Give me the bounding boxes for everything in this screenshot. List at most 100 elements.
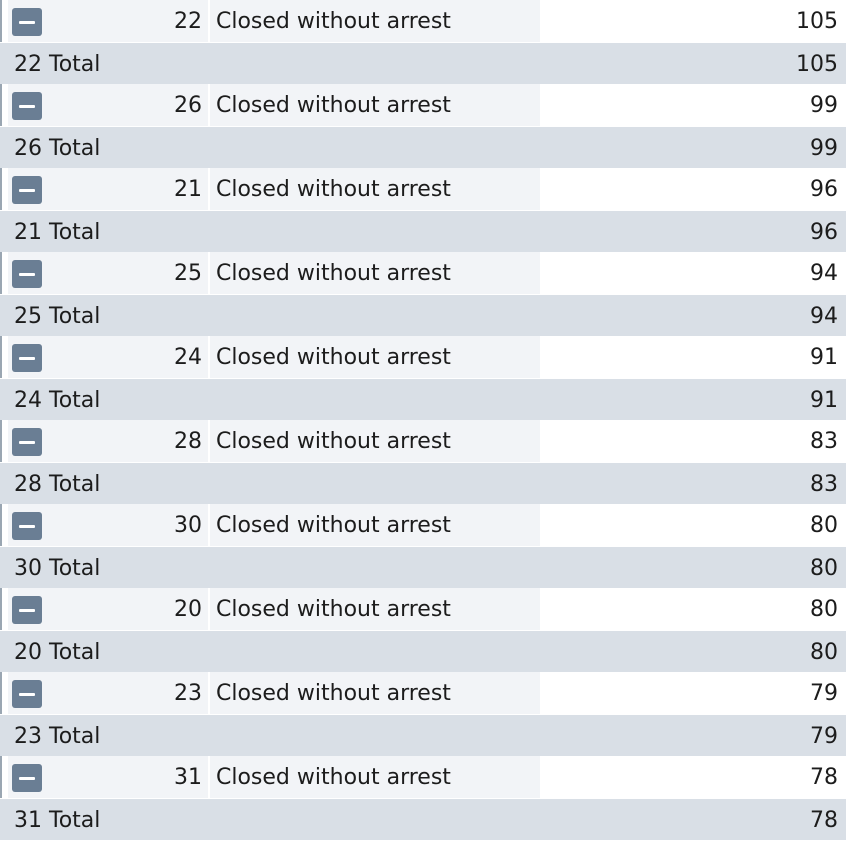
collapse-group-button[interactable] — [12, 176, 42, 204]
pivot-detail-row: 28 Closed without arrest 83 — [0, 420, 846, 462]
pivot-detail-row: 20 Closed without arrest 80 — [0, 588, 846, 630]
total-label: 31 Total — [14, 808, 101, 833]
disposition-label: Closed without arrest — [216, 513, 451, 538]
row-header-cell — [8, 252, 540, 294]
count-value: 79 — [810, 681, 838, 706]
total-label: 26 Total — [14, 136, 101, 161]
collapse-group-button[interactable] — [12, 344, 42, 372]
district-label: 30 — [174, 513, 202, 538]
pivot-total-row: 22 Total 105 — [0, 42, 846, 84]
total-count-value: 99 — [810, 136, 838, 161]
collapse-group-button[interactable] — [12, 92, 42, 120]
pivot-total-row: 23 Total 79 — [0, 714, 846, 756]
cell-divider — [208, 0, 210, 42]
collapse-group-button[interactable] — [12, 428, 42, 456]
pivot-detail-row: 21 Closed without arrest 96 — [0, 168, 846, 210]
total-label: 22 Total — [14, 52, 101, 77]
row-header-cell — [8, 0, 540, 42]
cell-divider — [208, 168, 210, 210]
row-header-cell — [8, 336, 540, 378]
collapse-group-button[interactable] — [12, 8, 42, 36]
pivot-detail-row: 30 Closed without arrest 80 — [0, 504, 846, 546]
total-label: 20 Total — [14, 640, 101, 665]
minus-icon — [19, 524, 35, 528]
disposition-label: Closed without arrest — [216, 765, 451, 790]
pivot-detail-row: 31 Closed without arrest 78 — [0, 756, 846, 798]
pivot-total-row: 24 Total 91 — [0, 378, 846, 420]
count-value: 94 — [810, 261, 838, 286]
total-count-value: 80 — [810, 556, 838, 581]
outline-line — [0, 420, 2, 462]
count-value: 80 — [810, 513, 838, 538]
disposition-label: Closed without arrest — [216, 9, 451, 34]
outline-line — [0, 168, 2, 210]
total-count-value: 79 — [810, 724, 838, 749]
total-count-value: 80 — [810, 640, 838, 665]
collapse-group-button[interactable] — [12, 764, 42, 792]
district-label: 31 — [174, 765, 202, 790]
minus-icon — [19, 608, 35, 612]
outline-line — [0, 504, 2, 546]
minus-icon — [19, 20, 35, 24]
minus-icon — [19, 188, 35, 192]
minus-icon — [19, 356, 35, 360]
outline-line — [0, 756, 2, 798]
district-label: 20 — [174, 597, 202, 622]
collapse-group-button[interactable] — [12, 680, 42, 708]
pivot-detail-row: 22 Closed without arrest 105 — [0, 0, 846, 42]
collapse-group-button[interactable] — [12, 596, 42, 624]
count-value: 83 — [810, 429, 838, 454]
row-header-cell — [8, 168, 540, 210]
total-label: 24 Total — [14, 388, 101, 413]
disposition-label: Closed without arrest — [216, 681, 451, 706]
pivot-detail-row: 24 Closed without arrest 91 — [0, 336, 846, 378]
row-header-cell — [8, 504, 540, 546]
row-header-cell — [8, 420, 540, 462]
district-label: 25 — [174, 261, 202, 286]
collapse-group-button[interactable] — [12, 260, 42, 288]
cell-divider — [208, 84, 210, 126]
collapse-group-button[interactable] — [12, 512, 42, 540]
row-header-cell — [8, 588, 540, 630]
pivot-total-row: 26 Total 99 — [0, 126, 846, 168]
total-label: 30 Total — [14, 556, 101, 581]
cell-divider — [208, 252, 210, 294]
pivot-detail-row: 25 Closed without arrest 94 — [0, 252, 846, 294]
cell-divider — [208, 336, 210, 378]
row-header-cell — [8, 84, 540, 126]
disposition-label: Closed without arrest — [216, 93, 451, 118]
district-label: 21 — [174, 177, 202, 202]
minus-icon — [19, 776, 35, 780]
total-count-value: 83 — [810, 472, 838, 497]
pivot-total-row: 25 Total 94 — [0, 294, 846, 336]
count-value: 96 — [810, 177, 838, 202]
total-label: 28 Total — [14, 472, 101, 497]
minus-icon — [19, 440, 35, 444]
district-label: 28 — [174, 429, 202, 454]
total-count-value: 105 — [796, 52, 838, 77]
count-value: 91 — [810, 345, 838, 370]
disposition-label: Closed without arrest — [216, 429, 451, 454]
total-count-value: 96 — [810, 220, 838, 245]
cell-divider — [208, 420, 210, 462]
total-label: 23 Total — [14, 724, 101, 749]
pivot-detail-row: 26 Closed without arrest 99 — [0, 84, 846, 126]
pivot-total-row: 28 Total 83 — [0, 462, 846, 504]
cell-divider — [208, 672, 210, 714]
pivot-total-row: 31 Total 78 — [0, 798, 846, 840]
pivot-detail-row: 23 Closed without arrest 79 — [0, 672, 846, 714]
row-header-cell — [8, 672, 540, 714]
cell-divider — [208, 756, 210, 798]
pivot-total-row: 20 Total 80 — [0, 630, 846, 672]
district-label: 22 — [174, 9, 202, 34]
total-count-value: 94 — [810, 304, 838, 329]
outline-line — [0, 84, 2, 126]
outline-line — [0, 0, 2, 42]
outline-line — [0, 588, 2, 630]
outline-line — [0, 336, 2, 378]
disposition-label: Closed without arrest — [216, 177, 451, 202]
count-value: 78 — [810, 765, 838, 790]
total-count-value: 91 — [810, 388, 838, 413]
scrollbar-track[interactable] — [846, 0, 860, 840]
